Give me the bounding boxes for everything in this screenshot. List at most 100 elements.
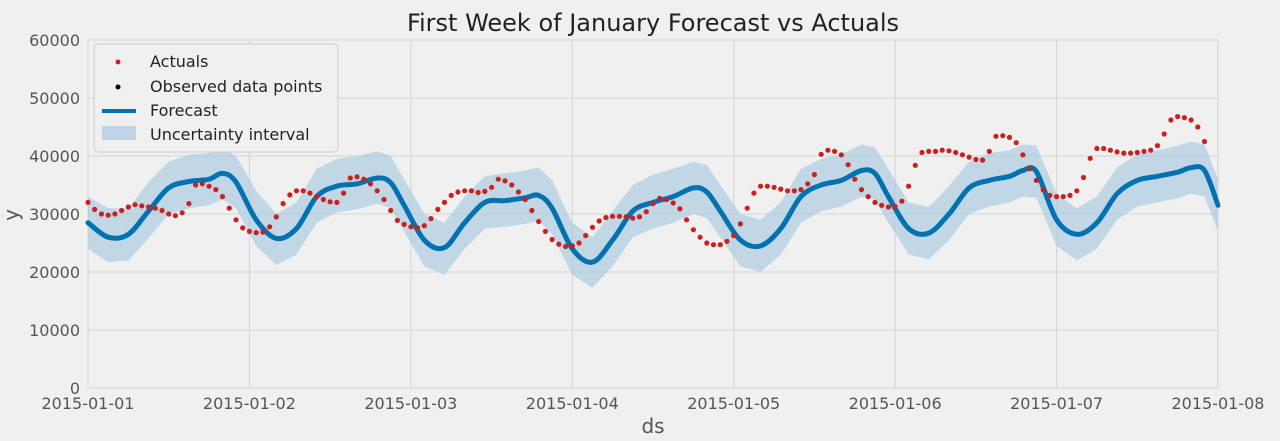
actual-point — [240, 225, 246, 231]
actual-point — [569, 243, 575, 249]
actual-point — [293, 188, 300, 194]
actual-point — [401, 221, 407, 227]
actual-point — [529, 207, 535, 214]
actual-point — [919, 149, 925, 156]
actual-point — [152, 205, 158, 211]
actual-point — [408, 224, 414, 230]
actual-point — [583, 232, 589, 239]
actual-point — [946, 148, 952, 154]
actual-point — [462, 188, 468, 194]
actual-point — [1128, 150, 1134, 156]
actual-point — [1020, 152, 1026, 158]
legend-uncertainty-swatch — [102, 126, 136, 140]
actual-point — [791, 188, 797, 194]
actual-point — [993, 133, 999, 139]
actual-point — [1040, 187, 1046, 193]
actual-point — [1168, 117, 1174, 123]
actual-point — [287, 192, 293, 198]
actual-point — [367, 181, 374, 187]
actual-point — [643, 209, 649, 215]
legend-uncertainty-label: Uncertainty interval — [150, 125, 310, 144]
actual-point — [865, 194, 871, 200]
actual-point — [1195, 124, 1201, 130]
actual-point — [542, 228, 549, 234]
actual-point — [825, 147, 831, 153]
actual-point — [1094, 145, 1100, 152]
actual-point — [415, 225, 421, 231]
actual-point — [589, 224, 596, 230]
actual-point — [314, 194, 320, 200]
actual-point — [347, 175, 353, 181]
actual-point — [233, 217, 239, 223]
actual-point — [805, 181, 811, 187]
actual-point — [334, 199, 340, 205]
x-tick-label: 2015-01-06 — [849, 394, 942, 413]
actual-point — [778, 186, 784, 192]
actual-point — [125, 204, 131, 210]
actual-point — [556, 241, 562, 247]
actual-point — [159, 207, 165, 214]
actual-point — [1027, 166, 1033, 172]
actual-point — [899, 198, 905, 204]
x-axis-label: ds — [641, 414, 664, 438]
actual-point — [764, 183, 770, 189]
forecast-line — [85, 164, 1221, 265]
actual-point — [448, 192, 454, 198]
actual-point — [845, 162, 851, 168]
actual-point — [811, 172, 818, 178]
actual-point — [105, 212, 111, 218]
y-tick-label: 30000 — [29, 205, 80, 224]
actual-point — [253, 230, 259, 236]
actual-point — [858, 187, 865, 193]
actual-point — [798, 187, 804, 193]
actual-point — [986, 148, 992, 154]
actual-point — [966, 154, 972, 160]
actual-point — [260, 229, 266, 235]
actual-point — [697, 234, 703, 240]
chart-title: First Week of January Forecast vs Actual… — [407, 9, 899, 37]
actual-point — [1148, 147, 1154, 153]
x-tick-label: 2015-01-04 — [526, 394, 619, 413]
actual-point — [1188, 117, 1194, 123]
actual-point — [1175, 114, 1181, 120]
actual-point — [744, 205, 750, 211]
actual-point — [758, 183, 764, 189]
actual-point — [892, 203, 898, 210]
actual-point — [85, 199, 91, 205]
actual-point — [657, 195, 663, 201]
actual-point — [1134, 149, 1140, 156]
actual-point — [784, 188, 791, 194]
actual-point — [953, 149, 959, 156]
actual-point — [852, 176, 858, 182]
actual-point — [616, 213, 623, 219]
actual-point — [226, 205, 232, 211]
actual-point — [435, 206, 441, 212]
actual-point — [1161, 131, 1167, 137]
actual-point — [515, 189, 522, 195]
actual-point — [603, 214, 609, 221]
actual-point — [1114, 149, 1120, 155]
actual-point — [771, 184, 777, 190]
x-tick-label: 2015-01-07 — [1010, 394, 1103, 413]
actual-point — [509, 182, 515, 188]
actual-point — [246, 228, 252, 234]
actual-point — [112, 211, 118, 217]
actual-point — [670, 200, 676, 206]
actual-point — [1101, 145, 1107, 152]
actual-point — [267, 224, 273, 230]
actual-point — [132, 202, 138, 208]
actual-point — [327, 199, 333, 205]
actual-point — [394, 217, 400, 223]
actual-point — [206, 183, 212, 189]
actual-point — [677, 206, 683, 212]
actual-point — [307, 190, 313, 196]
actual-point — [980, 157, 986, 163]
actual-point — [273, 214, 279, 220]
actual-point — [388, 207, 394, 214]
legend-actuals-marker — [115, 59, 121, 65]
x-tick-label: 2015-01-03 — [364, 394, 457, 413]
actual-point — [832, 148, 838, 154]
actual-point — [1121, 150, 1127, 156]
actual-point — [818, 151, 824, 157]
